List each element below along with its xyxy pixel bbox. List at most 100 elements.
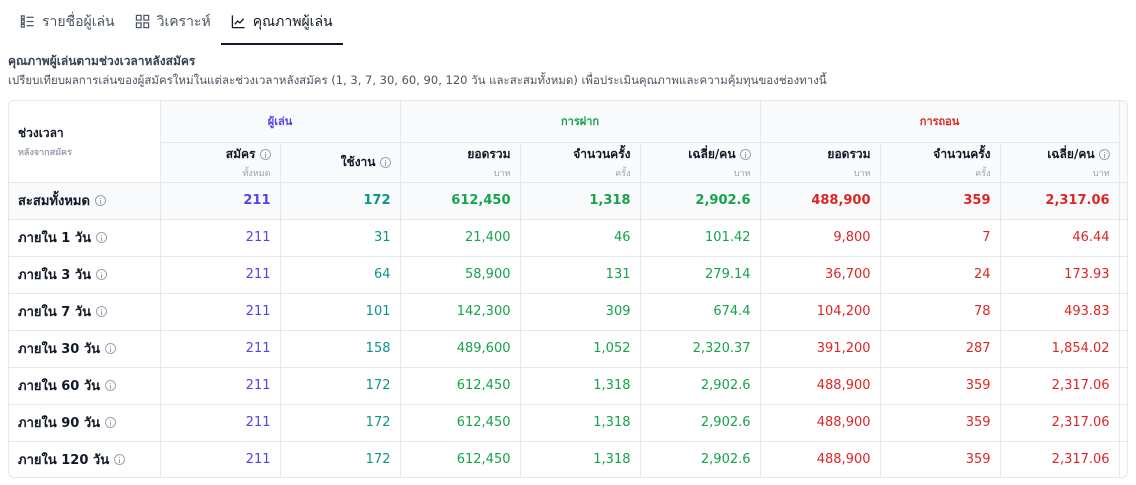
cell-withdraw-avg: 1,854.02	[1000, 330, 1120, 368]
quality-table-container: ช่วงเวลา หลังจากสมัคร ผู้เล่น การฝาก การ…	[8, 100, 1128, 478]
cell-withdraw-avg: 493.83	[1000, 293, 1120, 331]
cell-deposit-count: 1,318	[520, 404, 641, 442]
cell-withdraw-total: 9,800	[760, 219, 881, 257]
info-icon[interactable]	[96, 306, 108, 317]
cell-withdraw-avg: 2,317.06	[1000, 182, 1120, 220]
period-label: ภายใน 30 วัน	[18, 342, 101, 357]
cell-registered: 211	[160, 404, 281, 442]
cell-period: ภายใน 120 วัน	[9, 441, 161, 477]
cell-active: 172	[280, 367, 401, 405]
cell-active: 172	[280, 404, 401, 442]
period-label: ภายใน 7 วัน	[18, 305, 92, 320]
cell-active: 64	[280, 256, 401, 294]
cell-period: ภายใน 7 วัน	[9, 293, 161, 331]
cell-deposit-count: 131	[520, 256, 641, 294]
cell-withdraw-total: 488,900	[760, 404, 881, 442]
cell-withdraw-total: 391,200	[760, 330, 881, 368]
col-header-registered: สมัคร ทั้งหมด	[160, 142, 281, 183]
table-body: สะสมทั้งหมด 211 172 612,450 1,318 2,902.6 488,…	[9, 182, 1127, 477]
period-column-header: ช่วงเวลา หลังจากสมัคร	[9, 101, 161, 183]
column-header-row: สมัคร ทั้งหมด ใช้งาน ยอดรวม บาท จำนวนครั…	[9, 142, 1127, 183]
table-row: ภายใน 7 วัน 211 101 142,300 309 674.4 104,200 7…	[9, 293, 1127, 331]
cell-withdraw-count: 287	[880, 330, 1001, 368]
line-chart-icon	[231, 15, 245, 29]
table-row: ภายใน 1 วัน 211 31 21,400 46 101.42 9,800 7 46.4…	[9, 219, 1127, 257]
col-header-unit: ทั้งหมด	[242, 168, 271, 179]
info-icon[interactable]	[96, 269, 108, 280]
info-icon[interactable]	[739, 148, 751, 160]
cell-withdraw-count: 359	[880, 367, 1001, 405]
tab-analysis[interactable]: วิเคราะห์	[125, 0, 221, 45]
cell-registered: 211	[160, 330, 281, 368]
cell-period: ภายใน 60 วัน	[9, 367, 161, 405]
cell-registered: 211	[160, 441, 281, 477]
cell-deposit-avg: 2,902.6	[640, 441, 761, 477]
info-icon[interactable]	[259, 148, 271, 160]
cell-registered: 211	[160, 367, 281, 405]
period-label: ภายใน 1 วัน	[18, 231, 92, 246]
cell-deposit-avg: 2,320.37	[640, 330, 761, 368]
cell-period: ภายใน 30 วัน	[9, 330, 161, 368]
info-icon[interactable]	[1098, 148, 1110, 160]
cell-deposit-total: 612,450	[400, 404, 521, 442]
col-header-active: ใช้งาน	[280, 142, 401, 183]
cell-deposit-count: 1,052	[520, 330, 641, 368]
period-label: ภายใน 120 วัน	[18, 453, 110, 468]
info-icon[interactable]	[105, 417, 117, 428]
col-header-withdraw-count: จำนวนครั้ง ครั้ง	[880, 142, 1001, 183]
col-header-unit: บาท	[853, 168, 871, 179]
cell-deposit-total: 58,900	[400, 256, 521, 294]
scroll-gutter-cell	[1119, 367, 1127, 405]
cell-deposit-avg: 2,902.6	[640, 367, 761, 405]
info-icon[interactable]	[105, 380, 117, 391]
cell-withdraw-total: 488,900	[760, 367, 881, 405]
cell-deposit-avg: 674.4	[640, 293, 761, 331]
col-header-label: ยอดรวม	[467, 146, 511, 161]
col-header-label: ใช้งาน	[340, 154, 376, 169]
section-title: คุณภาพผู้เล่นตามช่วงเวลาหลังสมัคร	[8, 54, 196, 68]
cell-registered: 211	[160, 256, 281, 294]
col-header-label: ยอดรวม	[827, 146, 871, 161]
col-header-unit: ครั้ง	[615, 168, 631, 179]
cell-withdraw-total: 488,900	[760, 441, 881, 477]
cell-deposit-total: 612,450	[400, 367, 521, 405]
col-header-withdraw-avg: เฉลี่ย/คน บาท	[1000, 142, 1120, 183]
group-header-withdraw: การถอน	[760, 101, 1120, 143]
scroll-gutter-cell	[1119, 182, 1127, 220]
cell-registered: 211	[160, 182, 281, 220]
cell-active: 101	[280, 293, 401, 331]
cell-withdraw-count: 78	[880, 293, 1001, 331]
cell-active: 31	[280, 219, 401, 257]
scroll-gutter-cell	[1119, 404, 1127, 442]
info-icon[interactable]	[114, 454, 126, 465]
col-header-withdraw-total: ยอดรวม บาท	[760, 142, 881, 183]
period-label: ภายใน 3 วัน	[18, 268, 92, 283]
col-header-deposit-avg: เฉลี่ย/คน บาท	[640, 142, 761, 183]
cell-deposit-avg: 101.42	[640, 219, 761, 257]
tab-player-list[interactable]: รายชื่อผู้เล่น	[10, 0, 125, 45]
table-row: ภายใน 30 วัน 211 158 489,600 1,052 2,320.37 39…	[9, 330, 1127, 368]
grid-icon	[135, 14, 149, 29]
info-icon[interactable]	[105, 343, 117, 354]
cell-deposit-avg: 279.14	[640, 256, 761, 294]
col-header-label: เฉลี่ย/คน	[1047, 146, 1095, 161]
cell-deposit-count: 1,318	[520, 182, 641, 220]
cell-deposit-count: 1,318	[520, 367, 641, 405]
cell-withdraw-count: 359	[880, 404, 1001, 442]
cell-deposit-avg: 2,902.6	[640, 182, 761, 220]
info-icon[interactable]	[94, 195, 106, 206]
cell-deposit-count: 1,318	[520, 441, 641, 477]
tab-player-quality[interactable]: คุณภาพผู้เล่น	[220, 0, 343, 45]
group-header-player: ผู้เล่น	[160, 101, 401, 143]
col-header-deposit-total: ยอดรวม บาท	[400, 142, 521, 183]
col-header-unit: บาท	[1092, 168, 1110, 179]
cell-withdraw-avg: 2,317.06	[1000, 441, 1120, 477]
info-icon[interactable]	[96, 232, 108, 243]
col-header-label: จำนวนครั้ง	[573, 146, 631, 161]
cell-registered: 211	[160, 293, 281, 331]
cell-withdraw-total: 104,200	[760, 293, 881, 331]
cell-registered: 211	[160, 219, 281, 257]
period-header-sub: หลังจากสมัคร	[18, 147, 72, 158]
cell-deposit-avg: 2,902.6	[640, 404, 761, 442]
info-icon[interactable]	[379, 156, 391, 168]
